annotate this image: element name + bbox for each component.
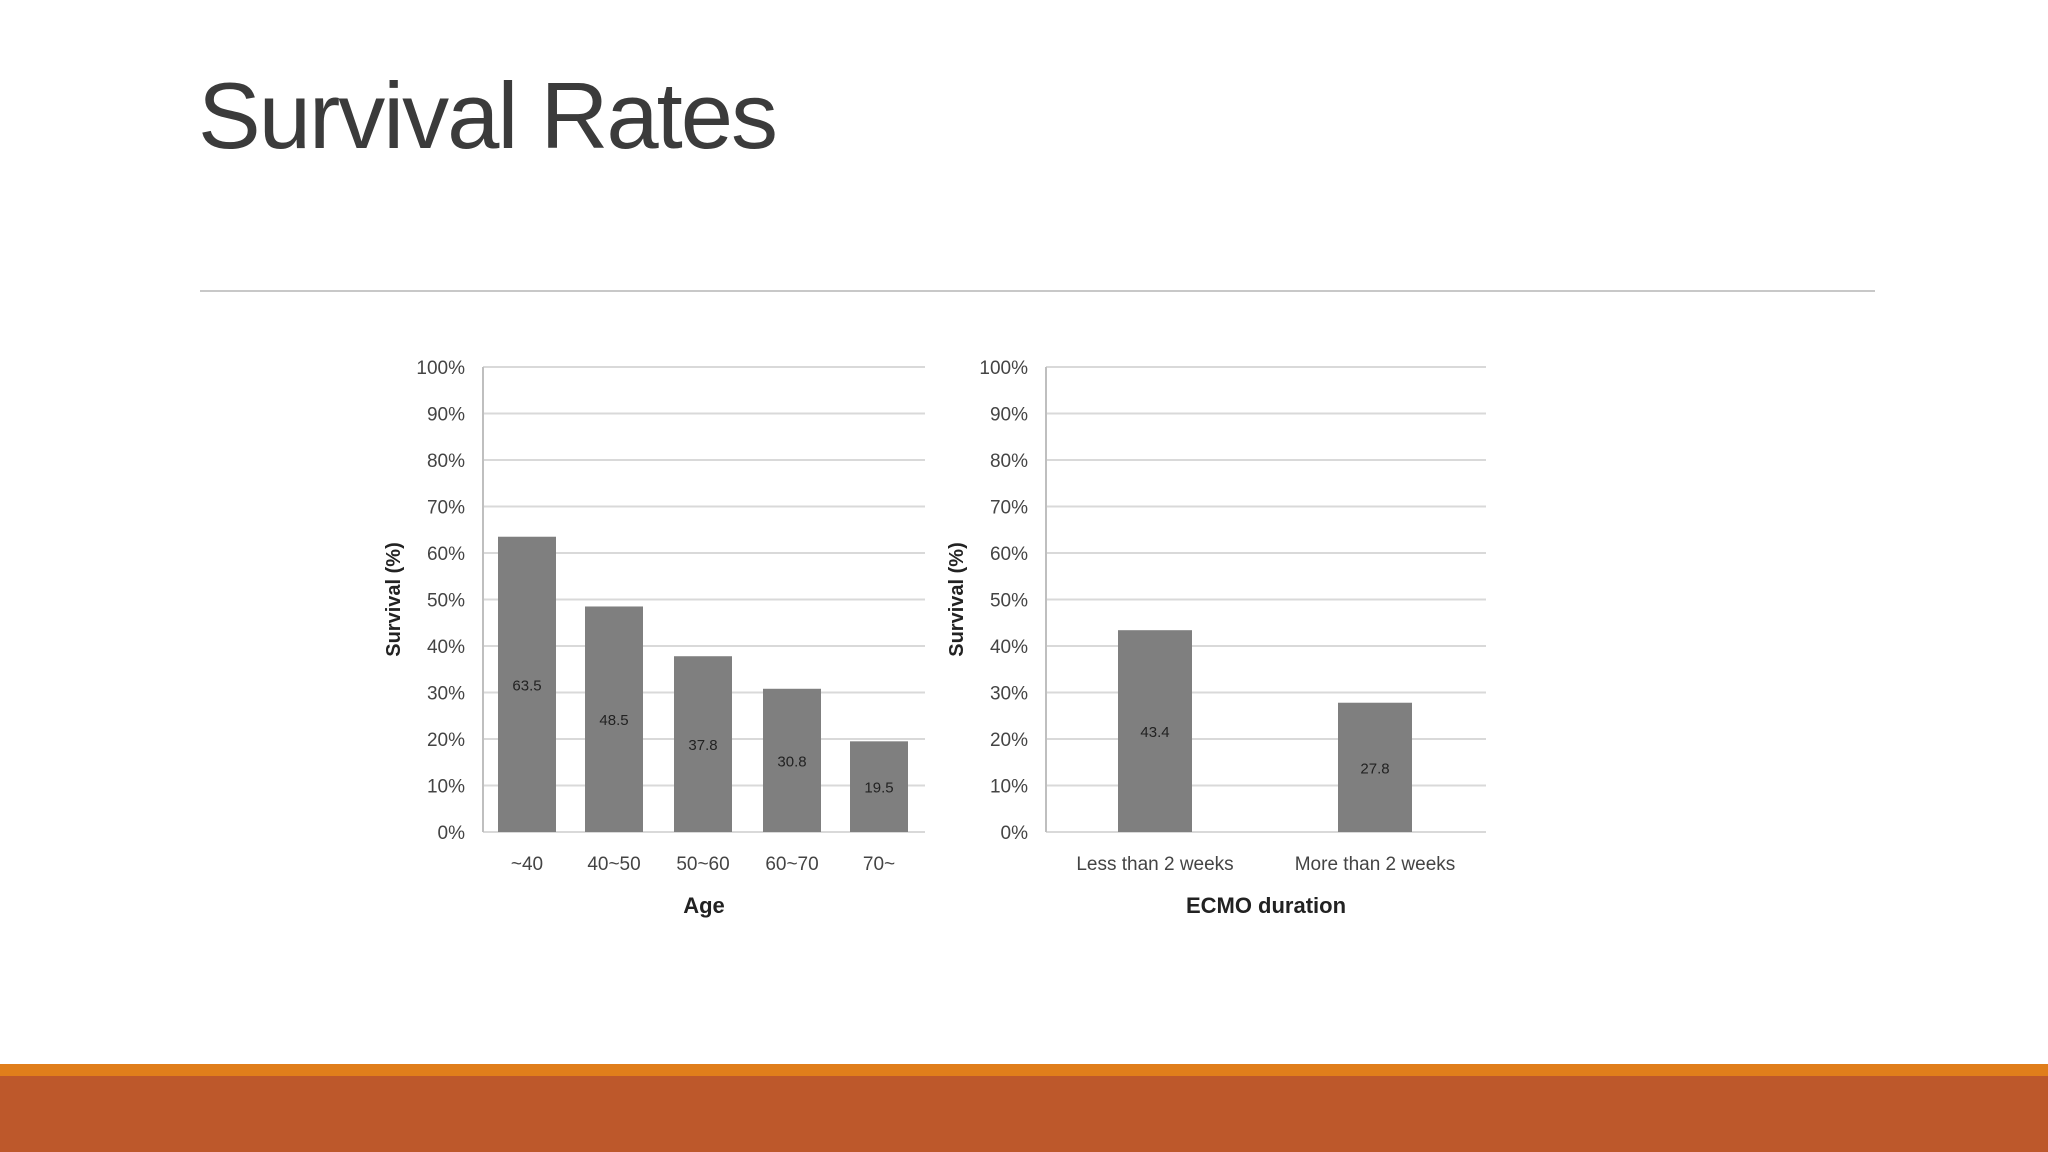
y-tick-label: 0% (438, 823, 466, 844)
y-tick-label: 10% (990, 777, 1028, 798)
y-tick-label: 10% (427, 777, 465, 798)
x-tick-label: More than 2 weeks (1295, 854, 1456, 875)
bar (763, 688, 821, 832)
y-tick-label: 90% (990, 405, 1028, 426)
bar (1118, 630, 1192, 832)
x-tick-label: 70~ (863, 854, 895, 875)
y-tick-label: 70% (427, 498, 465, 519)
bar (1338, 702, 1412, 832)
x-tick-label: ~40 (511, 854, 543, 875)
data-label: 48.5 (599, 712, 628, 729)
y-tick-label: 50% (990, 591, 1028, 612)
x-tick-label: 50~60 (676, 854, 729, 875)
y-tick-label: 100% (979, 358, 1028, 379)
data-label: 30.8 (777, 753, 806, 770)
x-axis-title: Age (683, 893, 725, 918)
x-tick-label: 60~70 (765, 854, 818, 875)
y-tick-label: 30% (990, 684, 1028, 705)
title-divider (200, 290, 1875, 292)
y-tick-label: 40% (427, 637, 465, 658)
x-tick-label: Less than 2 weeks (1076, 854, 1233, 875)
y-tick-label: 80% (990, 451, 1028, 472)
y-tick-label: 80% (427, 451, 465, 472)
y-axis-title: Survival (%) (383, 542, 405, 656)
chart-age: 0% 10% 20% 30% 40% 50% 60% 70% 80% 90% 100% 63.5 ~40… (383, 358, 925, 918)
data-label: 63.5 (512, 677, 541, 694)
chart-ecmo-duration: 0% 10% 20% 30% 40% 50% 60% 70% 80% 90% 100% 43.4 Les… (946, 358, 1486, 918)
y-tick-label: 0% (1001, 823, 1029, 844)
bar (498, 536, 556, 832)
slide-title: Survival Rates (198, 63, 778, 168)
data-label: 37.8 (688, 737, 717, 754)
bar (585, 606, 643, 832)
bar (674, 656, 732, 832)
y-tick-label: 30% (427, 684, 465, 705)
y-tick-label: 20% (990, 730, 1028, 751)
y-tick-label: 90% (427, 405, 465, 426)
bar (850, 741, 908, 832)
y-tick-label: 60% (427, 544, 465, 565)
footer-band-orange (0, 1064, 2048, 1076)
data-label: 19.5 (864, 780, 893, 797)
x-tick-label: 40~50 (587, 854, 640, 875)
y-tick-label: 60% (990, 544, 1028, 565)
data-label: 27.8 (1360, 760, 1389, 777)
x-axis-title: ECMO duration (1186, 893, 1346, 918)
footer-band-rust (0, 1076, 2048, 1152)
y-tick-label: 50% (427, 591, 465, 612)
data-label: 43.4 (1140, 724, 1169, 741)
y-tick-label: 70% (990, 498, 1028, 519)
y-tick-label: 100% (416, 358, 465, 379)
y-tick-label: 40% (990, 637, 1028, 658)
y-axis-title: Survival (%) (946, 542, 968, 656)
y-tick-label: 20% (427, 730, 465, 751)
